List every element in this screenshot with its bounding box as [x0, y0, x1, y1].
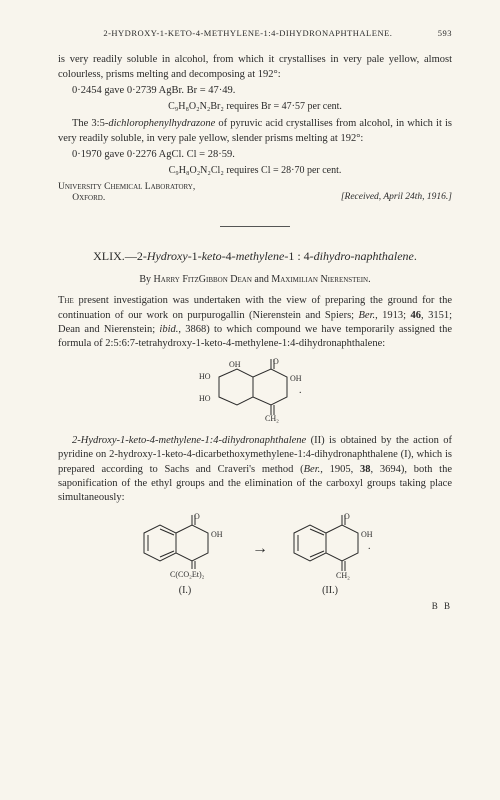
- p2-ber: Ber.: [304, 464, 321, 475]
- author-2: Maximilian Nierenstein.: [271, 274, 370, 285]
- label-I: (I.): [130, 584, 240, 598]
- page-number: 593: [438, 28, 452, 39]
- signature-bb: B B: [58, 600, 452, 612]
- svg-text:O: O: [344, 512, 350, 521]
- running-header: 2-HYDROXY-1-KETO-4-METHYLENE-1:4-DIHYDRO…: [58, 28, 452, 39]
- svg-text:CH₂: CH₂: [265, 414, 279, 423]
- p2-c: , 1905,: [320, 464, 360, 475]
- svg-text:OH: OH: [211, 530, 223, 539]
- affiliation-block: University Chemical Laboratory, Oxford. …: [58, 182, 452, 205]
- p2-compound: 2-Hydroxy-1-keto-4-methylene-1:4-dihydro…: [72, 435, 306, 446]
- title-ital-3: methylene: [236, 249, 285, 263]
- title-mid-3: -1 : 4-: [284, 249, 313, 263]
- main-para-2: 2-Hydroxy-1-keto-4-methylene-1:4-dihydro…: [58, 434, 452, 505]
- article-title: XLIX.—2-Hydroxy-1-keto-4-methylene-1 : 4…: [78, 249, 433, 265]
- svg-text:O: O: [273, 357, 279, 366]
- title-mid-1: -1-: [188, 249, 202, 263]
- divider-rule: [220, 226, 290, 227]
- product-II: O OH CH₂ . (II.): [280, 511, 380, 598]
- p1-ibid: ibid.: [159, 324, 178, 335]
- page: 2-HYDROXY-1-KETO-4-METHYLENE-1:4-DIHYDRO…: [0, 0, 500, 632]
- assay-1: 0·2454 gave 0·2739 AgBr. Br = 47·49.: [58, 84, 452, 98]
- svg-text:C(CO₂Et)₂: C(CO₂Et)₂: [170, 570, 205, 579]
- structure-I-svg: O OH C(CO₂Et)₂: [130, 511, 240, 581]
- structure-1: O OH HO HO OH CH₂ .: [58, 357, 452, 428]
- reaction-arrow-icon: →: [252, 538, 268, 560]
- req-2: C₉H₈O₂N₂Cl₂ requires Cl = 28·70 per cent…: [58, 164, 452, 178]
- and-word: and: [254, 274, 268, 285]
- p2-vol: 38: [360, 464, 371, 475]
- hydrazone-text: The 3:5-dichlorophenylhydrazone of pyruv…: [58, 118, 452, 143]
- received-date: [Received, April 24th, 1916.]: [341, 191, 452, 204]
- title-ital-2: keto: [202, 249, 222, 263]
- by-word: By: [139, 274, 151, 285]
- main-para-1: The present investigation was undertaken…: [58, 294, 452, 351]
- svg-text:.: .: [368, 541, 371, 552]
- byline: By Harry FitzGibbon Dean and Maximilian …: [58, 273, 452, 287]
- structure-II-svg: O OH CH₂ .: [280, 511, 380, 581]
- title-ital-1: Hydroxy: [147, 249, 188, 263]
- svg-text:CH₂: CH₂: [336, 571, 350, 580]
- running-title: 2-HYDROXY-1-KETO-4-METHYLENE-1:4-DIHYDRO…: [103, 28, 392, 38]
- p1-vol: 46: [411, 310, 422, 321]
- title-number: XLIX.: [93, 249, 125, 263]
- title-prefix: —2-: [125, 249, 147, 263]
- title-mid-2: -4-: [222, 249, 236, 263]
- affiliation-left: University Chemical Laboratory, Oxford.: [58, 182, 195, 205]
- top-intro: is very readily soluble in alcohol, from…: [58, 53, 452, 81]
- svg-text:HO: HO: [199, 372, 211, 381]
- req-1: C₉H₈O₂N₂Br₂ requires Br = 47·57 per cent…: [58, 100, 452, 114]
- label-II: (II.): [280, 584, 380, 598]
- p1-leadword: The: [58, 295, 74, 306]
- author-1: Harry FitzGibbon Dean: [154, 274, 252, 285]
- title-end: .: [414, 249, 417, 263]
- p1-ber: Ber.: [359, 310, 376, 321]
- affil-line1: University Chemical Laboratory,: [58, 182, 195, 192]
- title-ital-4: dihydro-naphthalene: [314, 249, 414, 263]
- reaction-scheme: O OH C(CO₂Et)₂ (I.) → O OH CH₂: [58, 511, 452, 598]
- svg-text:.: .: [299, 385, 302, 396]
- svg-text:OH: OH: [229, 360, 241, 369]
- svg-text:OH: OH: [290, 374, 302, 383]
- svg-text:O: O: [194, 512, 200, 521]
- svg-text:OH: OH: [361, 530, 373, 539]
- p1-d: , 1913;: [375, 310, 410, 321]
- assay-2: 0·1970 gave 0·2276 AgCl. Cl = 28·59.: [58, 148, 452, 162]
- structure-1-svg: O OH HO HO OH CH₂ .: [195, 357, 315, 423]
- svg-text:HO: HO: [199, 394, 211, 403]
- hydrazone-para: The 3:5-dichlorophenylhydrazone of pyruv…: [58, 117, 452, 145]
- affil-line2: Oxford.: [72, 193, 105, 203]
- reactant-I: O OH C(CO₂Et)₂ (I.): [130, 511, 240, 598]
